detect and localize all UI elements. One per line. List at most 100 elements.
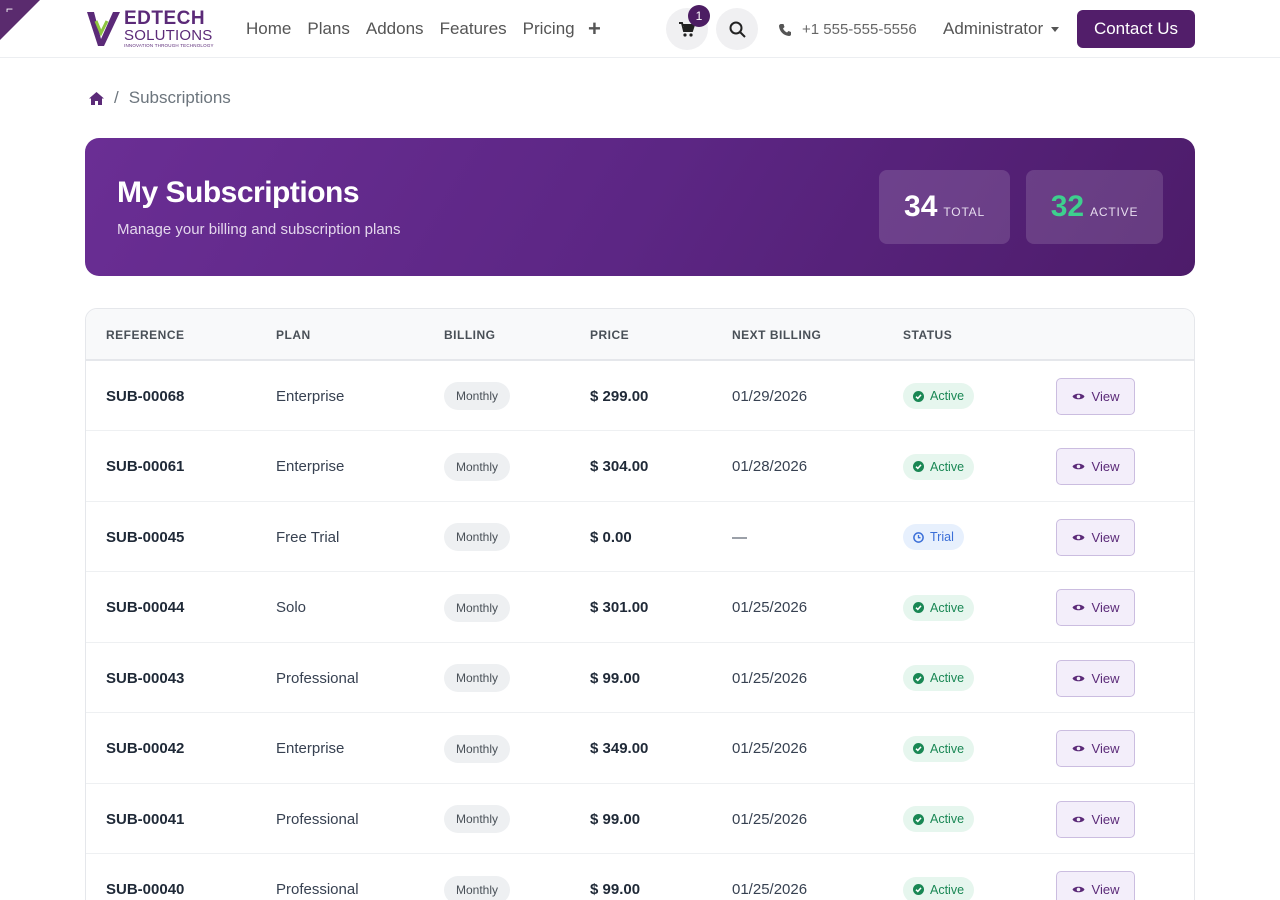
price-cell: $ 301.00 (590, 599, 649, 616)
next-billing-cell: 01/25/2026 (732, 669, 808, 687)
logo-text: EDTECH SOLUTIONS INNOVATION THROUGH TECH… (124, 9, 214, 49)
billing-pill: Monthly (444, 805, 511, 833)
active-stat-card: 32 ACTIVE (1026, 170, 1163, 244)
plan-cell: Professional (276, 669, 359, 687)
user-menu-dropdown[interactable]: Administrator (943, 19, 1060, 39)
nav-link-features[interactable]: Features (439, 19, 507, 38)
reference-cell: SUB-00043 (106, 669, 185, 687)
check-circle-icon (913, 884, 924, 895)
view-label: View (1091, 670, 1120, 686)
billing-cell: Monthly (444, 784, 511, 854)
billing-cell: Monthly (444, 855, 511, 900)
billing-pill: Monthly (444, 875, 511, 900)
contact-us-button[interactable]: Contact Us (1077, 10, 1195, 48)
nav-more-plus-icon[interactable]: + (588, 16, 601, 41)
table-row: SUB-00044 Solo Monthly $ 301.00 01/25/2026 Ac… (86, 573, 1194, 643)
logo-tagline: INNOVATION THROUGH TECHNOLOGY (124, 43, 214, 48)
billing-cell: Monthly (444, 502, 511, 572)
billing-pill: Monthly (444, 664, 511, 692)
eye-icon (1072, 463, 1085, 470)
search-button[interactable] (716, 8, 758, 50)
view-button[interactable]: View (1056, 377, 1135, 415)
status-cell: Active (903, 361, 975, 431)
table-row: SUB-00068 Enterprise Monthly $ 299.00 01/29/… (86, 361, 1194, 431)
check-circle-icon (913, 461, 924, 472)
next-billing-cell: 01/25/2026 (732, 599, 808, 616)
chevron-down-icon (1051, 26, 1060, 32)
view-cell: View (1056, 361, 1135, 431)
phone-contact[interactable]: +1 555-555-5556 (778, 21, 917, 38)
logo[interactable]: EDTECH SOLUTIONS INNOVATION THROUGH TECH… (86, 9, 216, 49)
eye-icon (1072, 886, 1085, 893)
view-label: View (1091, 459, 1120, 474)
breadcrumb-current: Subscriptions (128, 88, 231, 107)
table-row: SUB-00045 Free Trial Monthly $ 0.00 — Trial Vi… (86, 502, 1194, 572)
next-billing-cell: 01/25/2026 (732, 810, 808, 828)
billing-pill: Monthly (444, 523, 511, 551)
reference-cell: SUB-00068 (106, 387, 185, 405)
billing-pill: Monthly (444, 382, 511, 410)
view-label: View (1091, 741, 1120, 756)
view-button[interactable]: View (1056, 730, 1135, 767)
phone-number: +1 555-555-5556 (802, 21, 917, 38)
user-name: Administrator (943, 19, 1044, 38)
header-plan: PLAN (276, 328, 311, 342)
next-billing-cell: — (732, 528, 747, 546)
status-badge: Active (903, 806, 975, 832)
plan-cell: Professional (276, 810, 359, 828)
reference-cell: SUB-00040 (106, 881, 185, 898)
status-badge: Active (903, 735, 975, 762)
nav-links: Home Plans Addons Features Pricing (246, 19, 575, 39)
nav-link-pricing[interactable]: Pricing (522, 19, 575, 38)
check-circle-icon (913, 602, 924, 613)
table-row: SUB-00042 Enterprise Monthly $ 349.00 01/25/… (86, 714, 1194, 784)
phone-icon (779, 23, 791, 36)
next-billing-cell: 01/25/2026 (732, 881, 808, 898)
clock-icon (913, 531, 924, 543)
subscriptions-table: REFERENCE PLAN BILLING PRICE NEXT BILLIN… (85, 308, 1195, 900)
check-circle-icon (913, 743, 924, 754)
view-button[interactable]: View (1056, 871, 1135, 900)
status-cell: Active (903, 714, 975, 784)
status-badge: Active (903, 665, 975, 691)
active-label: ACTIVE (1090, 205, 1139, 219)
status-badge: Trial (903, 524, 964, 550)
page-subtitle: Manage your billing and subscription pla… (117, 221, 401, 238)
status-badge: Active (903, 383, 975, 409)
reference-cell: SUB-00042 (106, 740, 185, 757)
next-billing-cell: 01/29/2026 (732, 387, 808, 405)
breadcrumb: / Subscriptions (89, 88, 231, 108)
home-icon[interactable] (89, 91, 104, 105)
status-label: Active (930, 812, 965, 826)
next-billing-cell: 01/25/2026 (732, 740, 808, 757)
view-button[interactable]: View (1056, 448, 1135, 485)
nav-link-plans[interactable]: Plans (307, 19, 350, 38)
eye-icon (1072, 534, 1085, 540)
header-next-billing: NEXT BILLING (732, 328, 822, 342)
next-billing-cell: 01/28/2026 (732, 458, 808, 475)
price-cell: $ 349.00 (590, 740, 649, 757)
active-count: 32 (1050, 190, 1085, 223)
billing-cell: Monthly (444, 573, 511, 643)
status-label: Active (930, 389, 965, 403)
view-button[interactable]: View (1056, 589, 1135, 626)
corner-ribbon (0, 0, 40, 40)
nav-link-addons[interactable]: Addons (365, 19, 424, 38)
table-header: REFERENCE PLAN BILLING PRICE NEXT BILLIN… (86, 309, 1194, 361)
table-row: SUB-00061 Enterprise Monthly $ 304.00 01/28/… (86, 432, 1194, 502)
status-label: Active (930, 741, 965, 756)
nav-link-home[interactable]: Home (246, 19, 292, 38)
view-label: View (1091, 388, 1120, 404)
price-cell: $ 299.00 (590, 387, 649, 405)
header-price: PRICE (590, 328, 630, 342)
page-title: My Subscriptions (117, 176, 360, 209)
cart-count-badge: 1 (688, 5, 710, 27)
view-button[interactable]: View (1056, 659, 1135, 697)
view-button[interactable]: View (1056, 518, 1135, 556)
view-button[interactable]: View (1056, 800, 1135, 838)
breadcrumb-separator: / (114, 88, 119, 107)
reference-cell: SUB-00041 (106, 810, 185, 828)
subscriptions-hero: My Subscriptions Manage your billing and… (85, 138, 1195, 276)
reference-cell: SUB-00045 (106, 528, 185, 546)
status-cell: Active (903, 784, 975, 854)
